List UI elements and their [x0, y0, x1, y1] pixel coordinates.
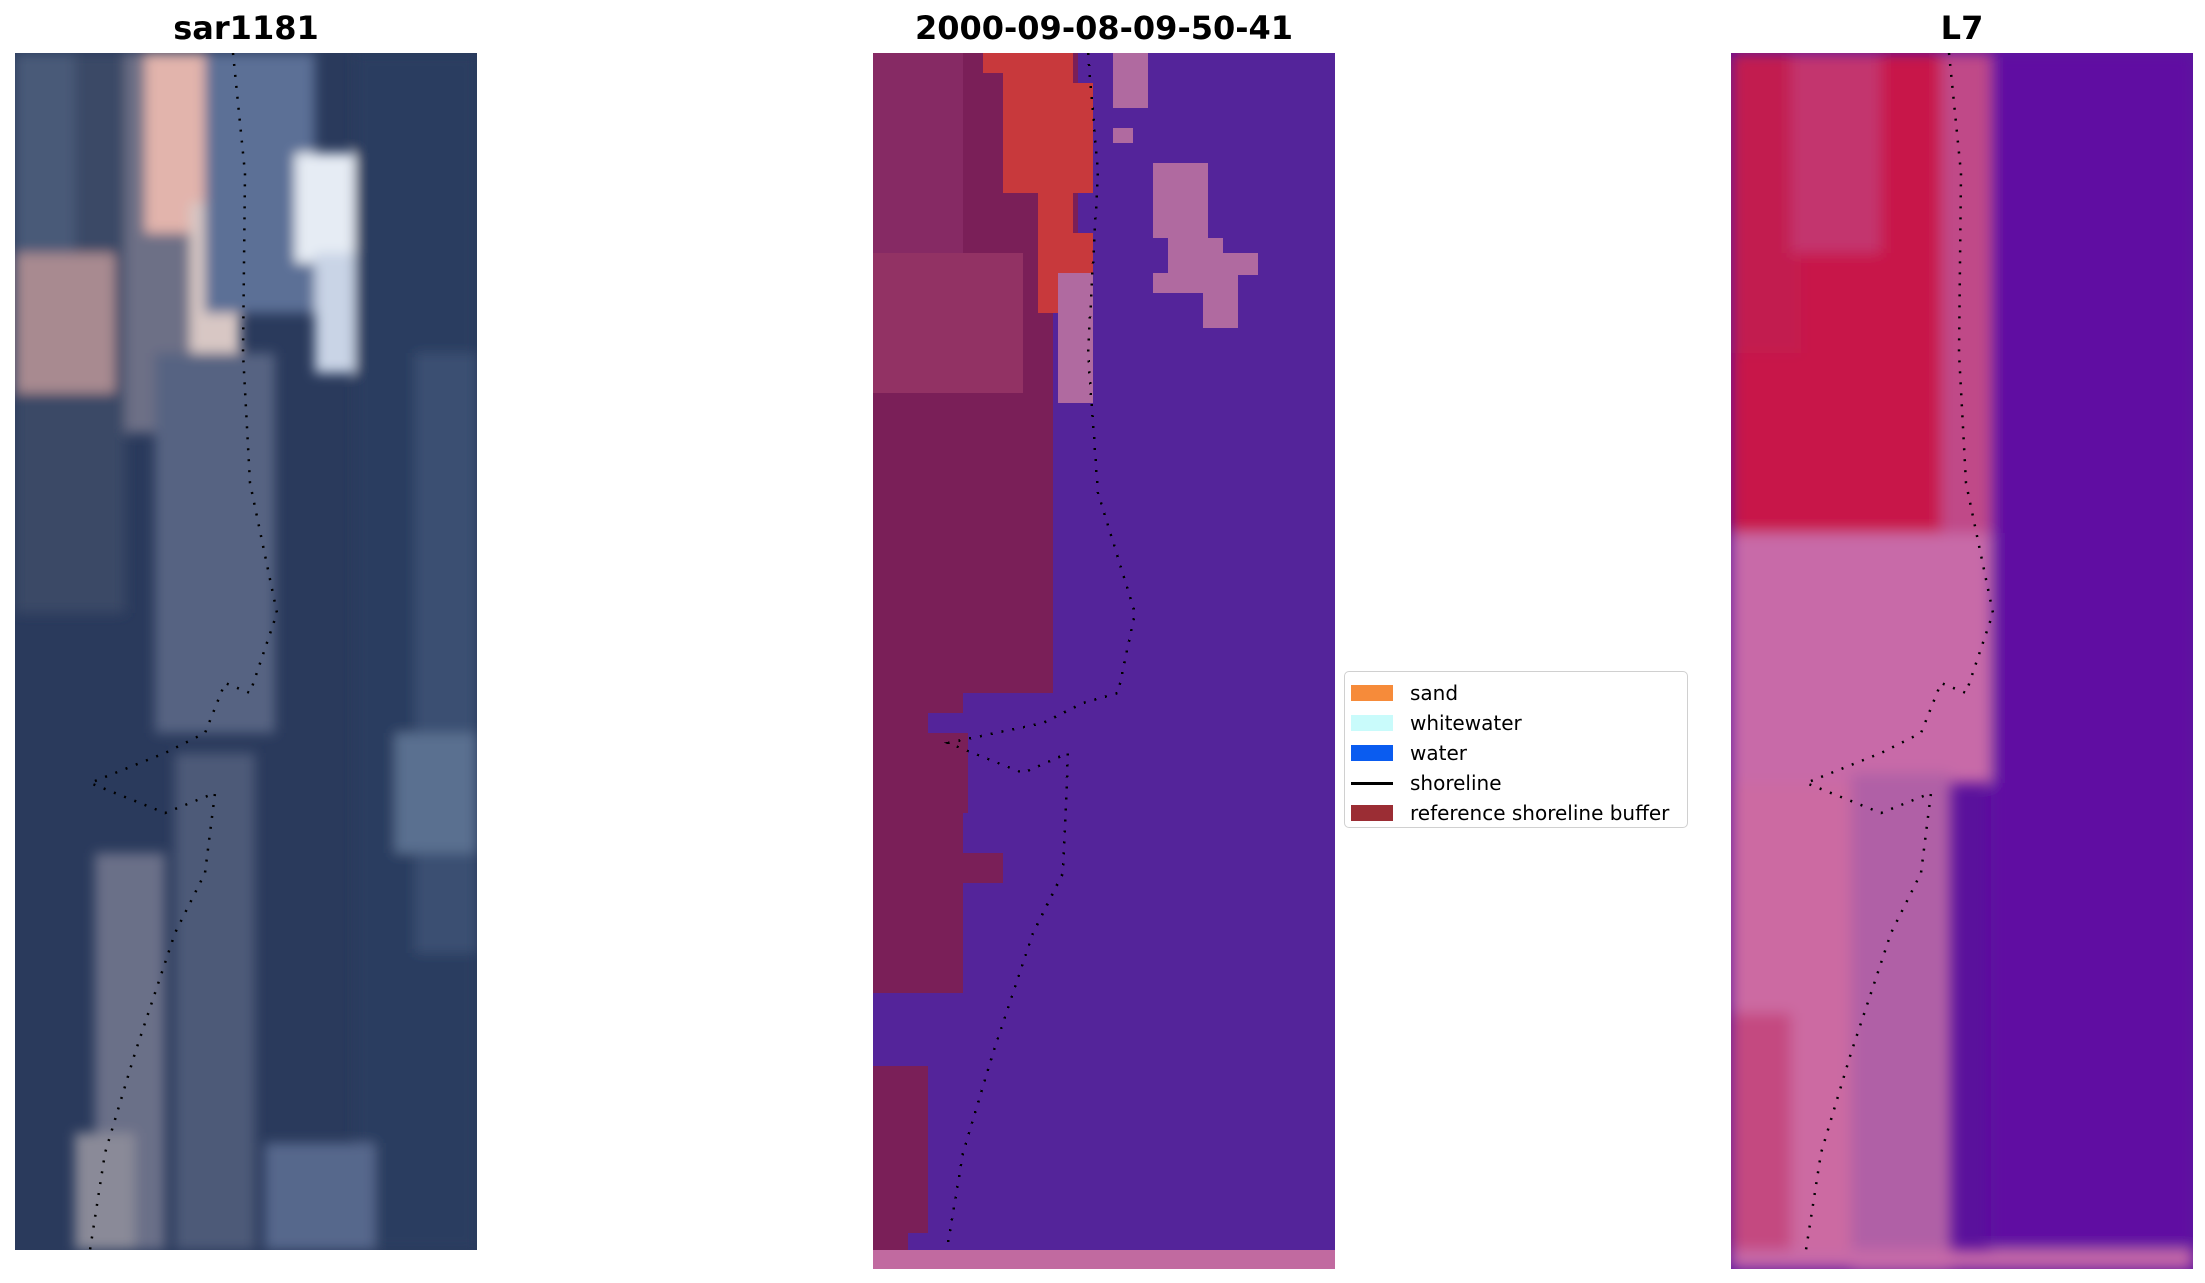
shoreline-path-c: [1802, 53, 1995, 1251]
panel-title-date: 2000-09-08-09-50-41: [914, 9, 1294, 47]
legend-item-whitewater: whitewater: [1345, 708, 1687, 738]
legend-label: sand: [1410, 681, 1459, 705]
shoreline-line-sample: [1351, 781, 1393, 785]
legend: sand whitewater water shoreline referenc…: [1344, 671, 1688, 828]
legend-label: shoreline: [1410, 771, 1502, 795]
water-swatch: [1351, 745, 1393, 761]
shoreline-path-a: [86, 53, 279, 1250]
panel-title-l7: L7: [1940, 9, 1984, 47]
whitewater-swatch: [1351, 715, 1393, 731]
legend-item-sand: sand: [1345, 678, 1687, 708]
rgb-satellite-image: [15, 53, 477, 1250]
legend-item-shoreline: shoreline: [1345, 768, 1687, 798]
legend-label: reference shoreline buffer: [1410, 801, 1670, 825]
ndwi-image: [1731, 53, 2193, 1269]
legend-item-reference-buffer: reference shoreline buffer: [1345, 798, 1687, 828]
legend-label: whitewater: [1410, 711, 1522, 735]
classified-image: [873, 53, 1335, 1269]
reference-buffer-swatch: [1351, 805, 1393, 821]
legend-item-water: water: [1345, 738, 1687, 768]
panel-title-sar1181: sar1181: [173, 9, 319, 47]
legend-label: water: [1410, 741, 1467, 765]
sand-swatch: [1351, 685, 1393, 701]
